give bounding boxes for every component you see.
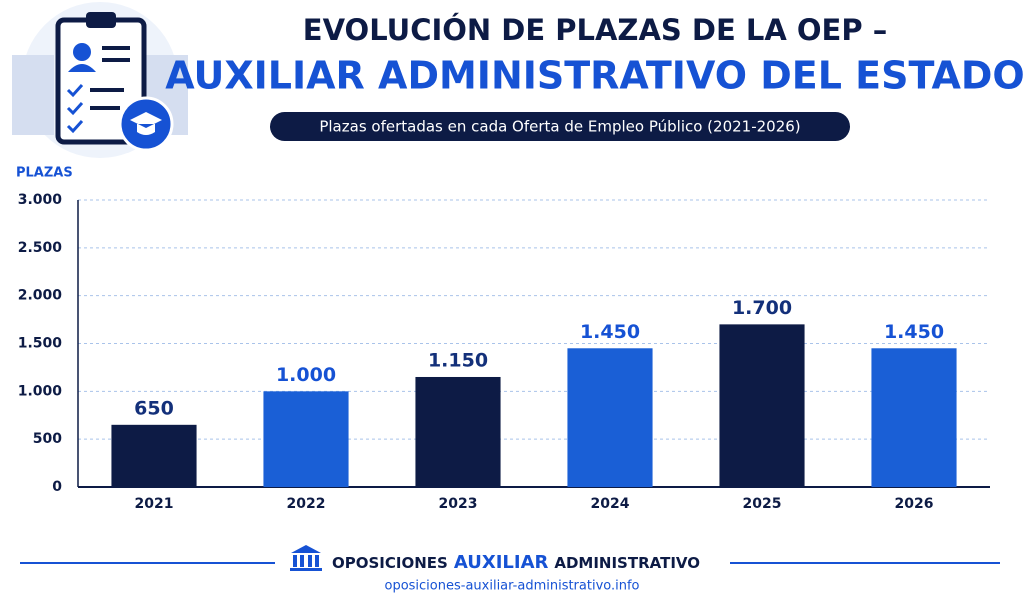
- bar: [415, 376, 501, 487]
- y-tick-label: 2.500: [18, 240, 63, 256]
- value-label: 1.150: [428, 349, 488, 371]
- brand-word: AUXILIAR: [454, 552, 549, 573]
- chart-subtitle: Plazas ofertadas en cada Oferta de Emple…: [319, 118, 800, 136]
- y-tick-label: 2.000: [18, 288, 63, 304]
- y-tick-label: 0: [52, 479, 62, 495]
- footer-brand: OPOSICIONES AUXILIAR ADMINISTRATIVO: [332, 552, 700, 573]
- x-tick-label: 2024: [591, 496, 630, 512]
- value-label: 1.000: [276, 364, 336, 386]
- value-label: 1.700: [732, 297, 792, 319]
- bar: [567, 348, 653, 487]
- y-tick-label: 1.500: [18, 336, 63, 352]
- y-tick-label: 1.000: [18, 383, 63, 399]
- value-label: 1.450: [884, 321, 944, 343]
- x-tick-label: 2026: [895, 496, 934, 512]
- x-tick-label: 2022: [287, 496, 326, 512]
- bar: [719, 324, 805, 487]
- subtitle-pill: [270, 112, 850, 141]
- bar: [871, 348, 957, 487]
- footer-url: oposiciones-auxiliar-administrativo.info: [384, 579, 639, 594]
- x-tick-label: 2025: [743, 496, 782, 512]
- brand-word: ADMINISTRATIVO: [554, 554, 700, 572]
- chart-title: EVOLUCIÓN DE PLAZAS DE LA OEP –: [303, 13, 887, 47]
- y-axis-label: PLAZAS: [16, 166, 73, 181]
- bar: [111, 424, 197, 487]
- x-tick-label: 2021: [135, 496, 174, 512]
- x-tick-label: 2023: [439, 496, 478, 512]
- footer-icon: [290, 545, 322, 571]
- y-tick-label: 3.000: [18, 192, 63, 208]
- y-tick-label: 500: [33, 431, 62, 447]
- value-label: 650: [134, 397, 174, 419]
- brand-word: OPOSICIONES: [332, 554, 448, 572]
- chart-title: AUXILIAR ADMINISTRATIVO DEL ESTADO: [165, 54, 1024, 98]
- header-icon: [12, 2, 188, 158]
- bar: [263, 391, 349, 487]
- value-label: 1.450: [580, 321, 640, 343]
